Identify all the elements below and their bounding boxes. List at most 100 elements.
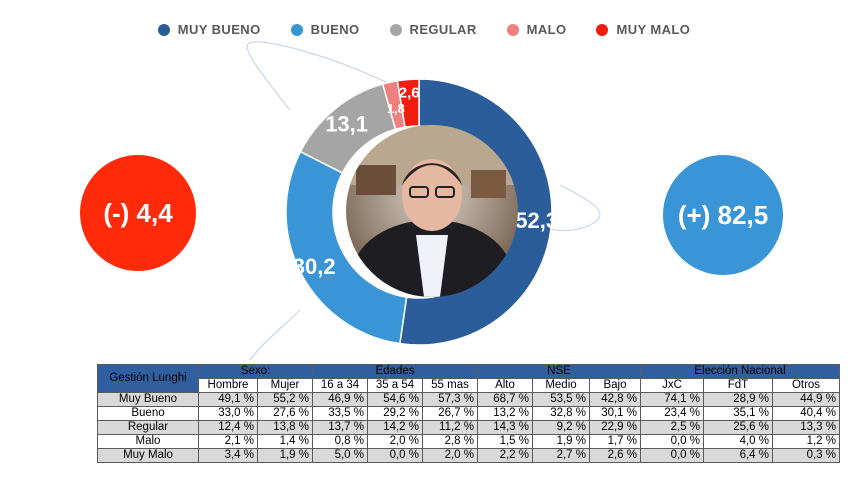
table-column-header: 16 a 34: [312, 378, 368, 393]
positive-total-bubble: (+) 82,5: [663, 155, 783, 275]
legend-item: MUY MALO: [596, 22, 690, 37]
table-cell: 27,6 %: [257, 406, 313, 421]
table-cell: 5,0 %: [312, 448, 368, 463]
table-cell: 13,2 %: [477, 406, 533, 421]
table-column-header: JxC: [640, 378, 704, 393]
table-group-header: Sexo:: [198, 364, 313, 379]
negative-total-bubble: (-) 4,4: [80, 155, 196, 271]
table-group-header: Elección Nacional: [640, 364, 840, 379]
table-cell: 2,1 %: [198, 434, 258, 449]
table-cell: 42,8 %: [589, 392, 641, 407]
table-cell: 2,2 %: [477, 448, 533, 463]
table-cell: 2,8 %: [422, 434, 478, 449]
table-cell: 57,3 %: [422, 392, 478, 407]
table-cell: 29,2 %: [367, 406, 423, 421]
table-cell: 1,2 %: [772, 434, 840, 449]
table-cell: 9,2 %: [532, 420, 590, 435]
table-cell: 25,6 %: [703, 420, 773, 435]
donut-slice-label: 1,8: [387, 101, 405, 116]
table-cell: 2,0 %: [367, 434, 423, 449]
legend-item: MUY BUENO: [157, 22, 261, 37]
table-cell: 1,9 %: [257, 448, 313, 463]
table-row: Muy Bueno 49,1 % 55,2 % 46,9 % 54,6 % 57,3 % 6…: [97, 392, 840, 407]
table-cell: 4,0 %: [703, 434, 773, 449]
table-cell: 28,9 %: [703, 392, 773, 407]
table-cell: 74,1 %: [640, 392, 704, 407]
table-cell: 0,0 %: [367, 448, 423, 463]
table-cell: 33,5 %: [312, 406, 368, 421]
table-column-header: FdT: [703, 378, 773, 393]
donut-slice-label: 2,6: [399, 85, 420, 102]
table-row-label: Bueno: [97, 406, 199, 421]
donut-slice-label: 13,1: [325, 112, 368, 137]
table-cell: 6,4 %: [703, 448, 773, 463]
legend-label: MUY MALO: [616, 22, 691, 37]
negative-total-label: (-) 4,4: [103, 197, 173, 228]
legend-swatch: [157, 23, 170, 36]
table-cell: 40,4 %: [772, 406, 840, 421]
legend-label: MUY BUENO: [177, 22, 261, 37]
table-cell: 23,4 %: [640, 406, 704, 421]
table-subheader-row: Hombre Mujer 16 a 34 35 a 54 55 mas Alto Medio…: [98, 378, 840, 393]
table-column-header: 55 mas: [422, 378, 478, 393]
table-cell: 13,8 %: [257, 420, 313, 435]
legend-swatch: [389, 23, 402, 36]
legend-swatch: [290, 23, 303, 36]
legend-label: BUENO: [310, 22, 360, 37]
table-cell: 30,1 %: [589, 406, 641, 421]
table-cell: 11,2 %: [422, 420, 478, 435]
chart-legend: MUY BUENO BUENO REGULAR MALO MUY MALO: [0, 22, 848, 37]
table-row: Bueno 33,0 % 27,6 % 33,5 % 29,2 % 26,7 % 13,2 …: [97, 406, 840, 421]
crosstab-table: Gestión Lunghi Sexo: Edades NSE Elección Nac…: [97, 364, 840, 463]
donut-labels: 52,3 30,2 13,1 1,82,6: [293, 85, 558, 279]
connector-lines: [246, 41, 601, 361]
table-cell: 33,0 %: [198, 406, 258, 421]
donut-slice-label: 30,2: [293, 254, 336, 279]
table-cell: 3,4 %: [198, 448, 258, 463]
portrait-illustration: [346, 125, 518, 297]
connector-line-top: [246, 41, 393, 111]
table-cell: 2,0 %: [422, 448, 478, 463]
table-cell: 35,1 %: [703, 406, 773, 421]
table-group-header: NSE: [477, 364, 641, 379]
legend-swatch: [506, 23, 519, 36]
table-column-header: Hombre: [198, 378, 258, 393]
table-cell: 22,9 %: [589, 420, 641, 435]
table-cell: 44,9 %: [772, 392, 840, 407]
donut-slice: [285, 150, 408, 345]
table-row-label: Muy Bueno: [97, 392, 199, 407]
table-row: Muy Malo 3,4 % 1,9 % 5,0 % 0,0 % 2,0 % 2,2 % 2,…: [97, 448, 840, 463]
center-portrait-photo: [346, 125, 518, 297]
table-cell: 32,8 %: [532, 406, 590, 421]
positive-total-label: (+) 82,5: [677, 199, 769, 230]
legend-item: MALO: [506, 22, 567, 37]
table-cell: 55,2 %: [257, 392, 313, 407]
table-cell: 54,6 %: [367, 392, 423, 407]
table-cell: 0,3 %: [772, 448, 840, 463]
table-column-header: Medio: [532, 378, 590, 393]
legend-item: BUENO: [290, 22, 360, 37]
table-cell: 2,5 %: [640, 420, 704, 435]
donut-slice-label: 52,3: [515, 208, 558, 233]
table-header-row: Gestión Lunghi Sexo: Edades NSE Elección Nac…: [97, 364, 840, 393]
connector-line-right: [544, 184, 601, 232]
table-cell: 13,3 %: [772, 420, 840, 435]
table-cell: 1,4 %: [257, 434, 313, 449]
table-cell: 26,7 %: [422, 406, 478, 421]
table-cell: 0,0 %: [640, 448, 704, 463]
table-column-header: Otros: [772, 378, 840, 393]
table-cell: 13,7 %: [312, 420, 368, 435]
table-cell: 14,3 %: [477, 420, 533, 435]
table-corner-cell: Gestión Lunghi: [97, 364, 199, 393]
table-column-header: Alto: [477, 378, 533, 393]
legend-item: REGULAR: [389, 22, 477, 37]
table-cell: 1,5 %: [477, 434, 533, 449]
table-cell: 2,7 %: [532, 448, 590, 463]
donut-slices: [285, 78, 553, 346]
table-cell: 0,0 %: [640, 434, 704, 449]
table-cell: 53,5 %: [532, 392, 590, 407]
connector-line-left: [249, 309, 301, 361]
table-cell: 12,4 %: [198, 420, 258, 435]
table-column-header: Mujer: [257, 378, 313, 393]
